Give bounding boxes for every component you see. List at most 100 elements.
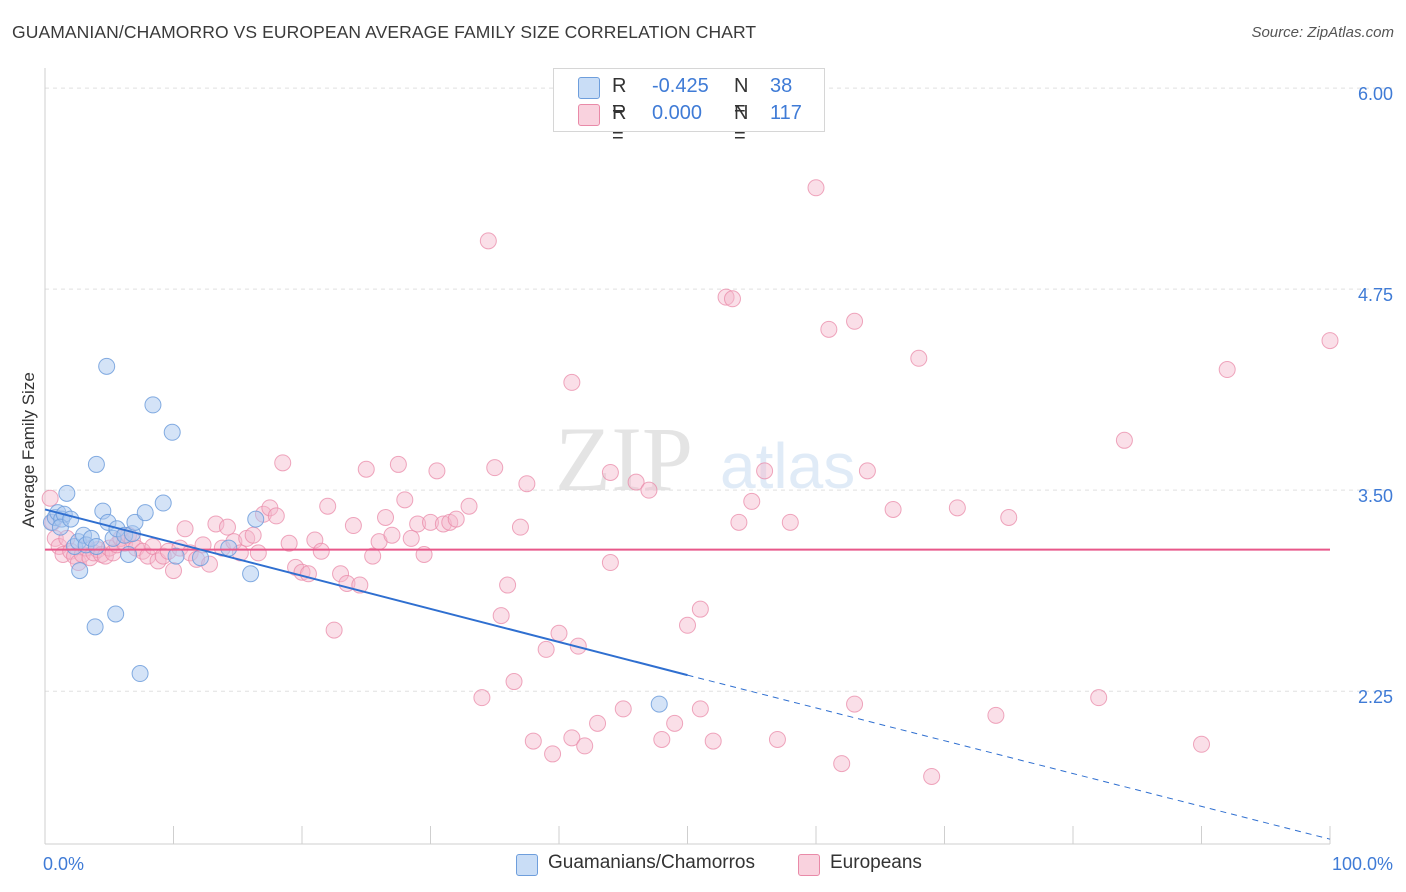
europeans-point	[723, 290, 741, 308]
grid-lines	[45, 87, 1392, 692]
europeans-point	[781, 513, 799, 531]
europeans-point	[377, 509, 395, 527]
europeans-point	[743, 492, 761, 510]
guamanians-trend-line	[44, 508, 688, 677]
guamanians-point	[86, 618, 104, 636]
europeans-point	[486, 459, 504, 477]
europeans-point	[1000, 509, 1018, 527]
europeans-point	[383, 526, 401, 544]
guamanians-point	[107, 605, 125, 623]
europeans-point	[389, 455, 407, 473]
guamanians-point	[87, 455, 105, 473]
europeans-point	[492, 607, 510, 625]
europeans-point	[537, 640, 555, 658]
europeans-point	[357, 460, 375, 478]
guamanians-point	[62, 510, 80, 528]
europeans-point	[249, 544, 267, 562]
legend-r-label: R =	[612, 75, 627, 120]
europeans-point	[550, 624, 568, 642]
europeans-point	[910, 349, 928, 367]
guamanians-point	[58, 484, 76, 502]
europeans-point	[756, 462, 774, 480]
guamanians-point	[98, 357, 116, 375]
europeans-point	[447, 510, 465, 528]
europeans-point	[396, 491, 414, 509]
europeans-point	[402, 529, 420, 547]
europeans-point	[846, 695, 864, 713]
europeans-point	[312, 542, 330, 560]
legend-r-label: R =	[612, 102, 627, 147]
x-tick-label: 0.0%	[43, 854, 84, 874]
europeans-point	[691, 600, 709, 618]
europeans-point	[627, 473, 645, 491]
europeans-point	[280, 534, 298, 552]
y-tick-label: 6.00	[1358, 84, 1393, 104]
guamanians-point	[163, 423, 181, 441]
europeans-point	[176, 520, 194, 538]
europeans-point	[923, 767, 941, 785]
bottom-legend-label-europeans: Europeans	[830, 852, 922, 873]
europeans-point	[768, 730, 786, 748]
europeans-point	[1193, 735, 1210, 753]
europeans-point	[139, 547, 157, 565]
europeans-point	[422, 513, 439, 531]
trend-lines	[44, 508, 1331, 840]
europeans-point	[666, 714, 684, 732]
europeans-point	[524, 732, 542, 750]
legend-swatch-europeans	[578, 104, 600, 126]
europeans-point	[325, 621, 343, 639]
europeans-point	[244, 526, 262, 544]
europeans-point	[505, 673, 523, 691]
europeans-point	[704, 732, 722, 750]
europeans-point	[807, 179, 825, 197]
europeans-point	[601, 554, 619, 572]
europeans-point	[409, 515, 427, 533]
europeans-point	[1115, 431, 1133, 449]
y-axis-title-group: Average Family Size	[19, 372, 38, 528]
guamanians-point	[136, 504, 154, 522]
y-tick-label: 2.25	[1358, 687, 1393, 707]
guamanians-point	[167, 547, 185, 565]
y-tick-label: 4.75	[1358, 285, 1393, 305]
europeans-point	[948, 499, 966, 517]
europeans-point	[730, 513, 748, 531]
europeans-point	[717, 288, 735, 306]
europeans-point	[987, 706, 1005, 724]
europeans-point	[833, 755, 851, 773]
europeans-point	[267, 507, 285, 525]
y-tick-label: 3.50	[1358, 486, 1393, 506]
guamanians-points	[42, 357, 668, 713]
europeans-point	[884, 500, 902, 518]
legend-n-value: 38	[770, 75, 793, 97]
europeans-point	[344, 517, 362, 535]
watermark-zip: ZIP	[555, 408, 693, 510]
europeans-point	[601, 463, 619, 481]
europeans-point	[499, 576, 517, 594]
europeans-point	[218, 518, 236, 536]
watermark-atlas: atlas	[720, 430, 855, 502]
europeans-point	[473, 689, 491, 707]
europeans-point	[479, 232, 497, 250]
europeans-point	[1321, 332, 1339, 350]
europeans-point	[332, 565, 350, 583]
europeans-point	[274, 454, 292, 472]
guamanians-point	[220, 539, 238, 557]
europeans-point	[511, 518, 529, 536]
europeans-point	[858, 462, 876, 480]
bottom-legend-swatch-guamanians	[516, 854, 538, 876]
guamanians-point	[87, 537, 105, 555]
guamanians-point	[242, 565, 260, 583]
guamanians-point	[71, 562, 89, 580]
chart-title: GUAMANIAN/CHAMORRO VS EUROPEAN AVERAGE F…	[12, 22, 757, 42]
europeans-point	[576, 737, 594, 755]
europeans-point	[364, 547, 382, 565]
europeans-point	[653, 730, 671, 748]
europeans-point	[319, 497, 337, 515]
legend-r-value: 0.000	[652, 102, 703, 124]
europeans-point	[563, 373, 581, 391]
europeans-point	[563, 729, 581, 747]
guamanians-point	[247, 510, 265, 528]
legend-n-label: N =	[734, 75, 749, 120]
axes	[44, 68, 1331, 845]
